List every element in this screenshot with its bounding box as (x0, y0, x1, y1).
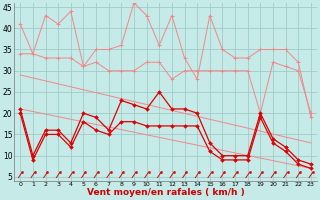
X-axis label: Vent moyen/en rafales ( km/h ): Vent moyen/en rafales ( km/h ) (87, 188, 244, 197)
